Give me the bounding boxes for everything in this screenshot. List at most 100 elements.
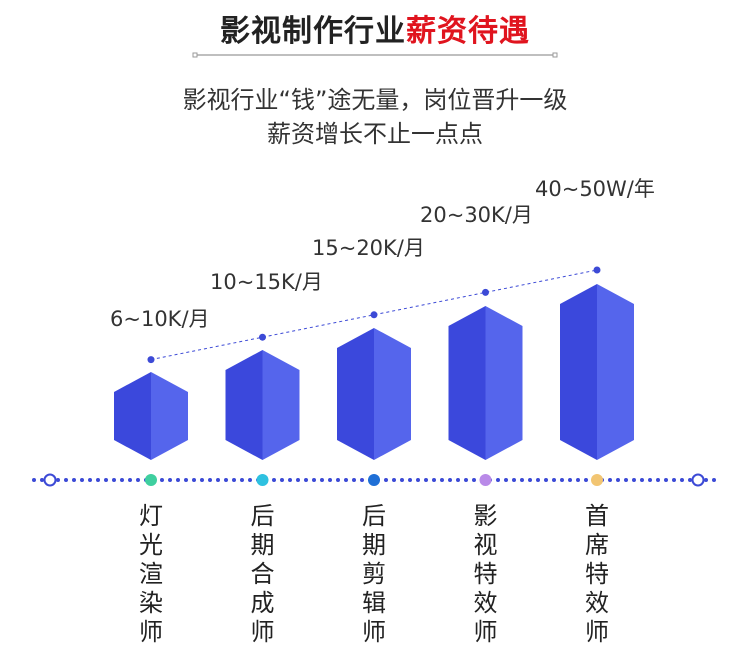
axis-dot: [112, 478, 116, 482]
axis-dot: [616, 478, 620, 482]
axis-dot: [576, 478, 580, 482]
axis-dot: [464, 478, 468, 482]
axis-dot: [688, 478, 692, 482]
axis-dot: [56, 478, 60, 482]
axis-dot: [608, 478, 612, 482]
axis-dot: [640, 478, 644, 482]
axis-dot: [360, 478, 364, 482]
axis-dot: [168, 478, 172, 482]
axis-dot: [560, 478, 564, 482]
axis-dot: [504, 478, 508, 482]
axis-dot: [88, 478, 92, 482]
category-marker: [368, 474, 380, 486]
bar-left: [114, 372, 151, 460]
axis-dot: [384, 478, 388, 482]
bar-left: [225, 350, 263, 460]
axis-dot: [352, 478, 356, 482]
axis-dot: [96, 478, 100, 482]
category-label: 后期剪辑师: [362, 502, 386, 646]
value-label: 20~30K/月: [420, 203, 533, 227]
axis-dot: [40, 478, 44, 482]
value-label: 15~20K/月: [312, 236, 425, 260]
axis-dot: [512, 478, 516, 482]
axis-dot: [408, 478, 412, 482]
axis-dot: [104, 478, 108, 482]
axis-end-marker: [691, 473, 705, 487]
axis-dot: [656, 478, 660, 482]
axis-dot: [432, 478, 436, 482]
bar-right: [485, 306, 523, 460]
axis-dot: [200, 478, 204, 482]
bar-right: [262, 350, 300, 460]
category-label: 后期合成师: [251, 502, 275, 646]
axis-end-marker: [43, 473, 57, 487]
axis-dot: [704, 478, 708, 482]
axis-dot: [240, 478, 244, 482]
category-marker: [479, 474, 492, 486]
axis-dot: [216, 478, 220, 482]
axis-dot: [80, 478, 84, 482]
value-label: 10~15K/月: [210, 270, 323, 294]
trend-point: [593, 266, 601, 274]
value-label: 40~50W/年: [535, 177, 655, 201]
bar-right: [374, 328, 411, 460]
axis-dot: [632, 478, 636, 482]
axis-dot: [392, 478, 396, 482]
axis-dot: [120, 478, 124, 482]
axis-dot: [440, 478, 444, 482]
axis-dot: [192, 478, 196, 482]
bar-left: [560, 284, 597, 460]
axis-dot: [160, 478, 164, 482]
axis-dot: [336, 478, 340, 482]
bar-right: [597, 284, 634, 460]
axis-dot: [448, 478, 452, 482]
axis-dot: [328, 478, 332, 482]
trend-point: [147, 356, 155, 364]
axis-dot: [320, 478, 324, 482]
axis-dot: [416, 478, 420, 482]
axis-dot: [280, 478, 284, 482]
trend-point: [370, 311, 378, 319]
axis-dot: [648, 478, 652, 482]
page-title: 影视制作行业薪资待遇: [0, 6, 750, 50]
axis-dot: [672, 478, 676, 482]
trend-line: [150, 269, 598, 361]
axis-dot: [472, 478, 476, 482]
category-label: 灯光渲染师: [139, 502, 163, 646]
axis-dot: [272, 478, 276, 482]
category-marker: [145, 474, 157, 486]
value-label: 6~10K/月: [110, 307, 210, 331]
axis-dot: [400, 478, 404, 482]
axis-dot: [232, 478, 236, 482]
axis-dot: [32, 478, 36, 482]
trend-point: [259, 333, 266, 341]
category-label: 影视特效师: [474, 502, 498, 646]
subtitle-line2: 薪资增长不止一点点: [267, 120, 483, 148]
axis-dot: [536, 478, 540, 482]
axis-dot: [712, 478, 716, 482]
axis-dot: [496, 478, 500, 482]
axis-dot: [344, 478, 348, 482]
bar-left: [448, 306, 486, 460]
axis-dot: [424, 478, 428, 482]
axis-dot: [208, 478, 212, 482]
category-marker: [256, 474, 269, 486]
axis-dot: [544, 478, 548, 482]
title-part2: 薪资待遇: [406, 14, 530, 49]
axis-dot: [680, 478, 684, 482]
axis-dot: [296, 478, 300, 482]
axis-dot: [624, 478, 628, 482]
axis-dot: [456, 478, 460, 482]
axis-dot: [552, 478, 556, 482]
axis-dot: [64, 478, 68, 482]
axis-dot: [304, 478, 308, 482]
category-marker: [591, 474, 603, 486]
axis-dot: [568, 478, 572, 482]
axis-dot: [312, 478, 316, 482]
category-label: 首席特效师: [585, 502, 609, 646]
axis-dot: [128, 478, 132, 482]
axis-dot: [288, 478, 292, 482]
axis-dot: [520, 478, 524, 482]
title-part1: 影视制作行业: [220, 14, 406, 49]
